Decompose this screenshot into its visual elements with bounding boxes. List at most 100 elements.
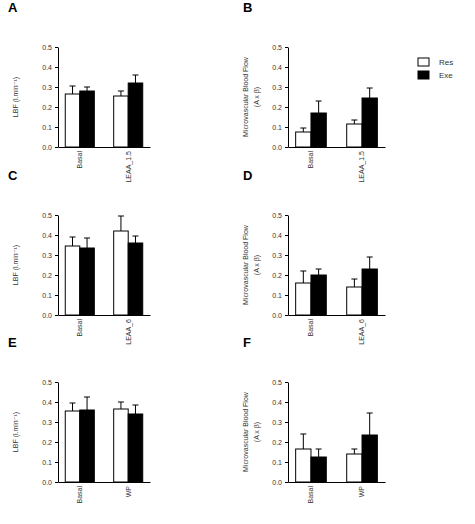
error-bar-cap (351, 279, 357, 280)
y-tick-mark (55, 462, 58, 463)
error-bar-stem (135, 405, 136, 414)
y-tick-mark (285, 482, 288, 483)
error-bar-stem (318, 101, 319, 113)
error-bar (70, 403, 76, 411)
y-tick-mark (285, 402, 288, 403)
error-bar (132, 405, 138, 414)
error-bar (367, 88, 373, 98)
error-bar (84, 87, 90, 91)
error-bar-cap (300, 128, 306, 129)
y-tick-label: 0.4 (272, 232, 282, 239)
bar (362, 435, 377, 482)
y-tick-mark (285, 315, 288, 316)
legend-label: Exe (439, 71, 453, 80)
y-tick-label: 0.0 (272, 312, 282, 319)
error-bar-stem (369, 413, 370, 435)
panel: 0.00.10.20.30.40.5BasalLEAA_1.5Microvasc… (242, 44, 386, 183)
y-tick: 0.4 (42, 232, 58, 239)
error-bar (300, 271, 306, 283)
y-tick-mark (55, 382, 58, 383)
y-tick-mark (285, 255, 288, 256)
x-axis: BasalLEAA_1.5 (59, 147, 151, 183)
x-axis: BasalLEAA_6 (289, 315, 386, 345)
x-tick: Basal (307, 147, 314, 169)
bar (311, 457, 326, 482)
x-tick: LEAA_6 (125, 315, 133, 345)
panel: 0.00.10.20.30.40.5BasalWPMicrovascular B… (242, 379, 386, 504)
bar (114, 96, 129, 147)
x-tick: WP (125, 482, 132, 497)
y-tick-label: 0.5 (272, 379, 282, 386)
y-tick: 0.0 (272, 479, 288, 486)
y-tick-label: 0.4 (42, 232, 52, 239)
y-tick-mark (55, 402, 58, 403)
y-tick-mark (55, 147, 58, 148)
x-axis: Basal LEAA_6 (59, 315, 151, 345)
x-tick-label: Basal (307, 151, 314, 169)
bar (80, 410, 95, 482)
error-bar-cap (300, 271, 306, 272)
x-tick: LEAA_1.5 (358, 147, 366, 183)
y-tick-label: 0.0 (272, 144, 282, 151)
x-tick-label: Basal (76, 319, 83, 337)
y-tick: 0.3 (42, 84, 58, 91)
error-bar-cap (84, 87, 90, 88)
y-tick-mark (55, 295, 58, 296)
x-tick: Basal (76, 482, 83, 504)
x-tick-label: WP (125, 486, 132, 498)
y-tick-label: 0.0 (42, 479, 52, 486)
bar (347, 454, 362, 482)
y-tick-label: 0.1 (272, 292, 282, 299)
y-tick-mark (285, 147, 288, 148)
y-tick-mark (285, 275, 288, 276)
bar (311, 113, 326, 147)
legend: ResExe (418, 58, 453, 80)
x-tick: WP (358, 482, 365, 497)
error-bar-stem (303, 128, 304, 132)
error-bar-cap (84, 397, 90, 398)
y-tick-label: 0.4 (42, 399, 52, 406)
y-axis-title: Microvascular Blood Flow (242, 224, 249, 305)
y-tick-mark (285, 382, 288, 383)
y-tick: 0.1 (272, 459, 288, 466)
y-axis: 0.00.10.20.30.40.5 (272, 212, 288, 319)
x-axis: Basal WP (59, 482, 151, 504)
panel: 0.00.10.20.30.40.5BasalLEAA_6LBF (l.min⁻… (12, 212, 151, 345)
x-axis-line (59, 315, 151, 316)
error-bar (316, 269, 322, 275)
y-tick: 0.3 (42, 419, 58, 426)
x-axis-line (289, 147, 386, 148)
x-tick-label: Basal (76, 151, 83, 169)
y-tick-mark (285, 47, 288, 48)
x-axis-line (289, 482, 386, 483)
x-tick-label: LEAA_6 (125, 319, 133, 345)
x-tick: Basal (307, 482, 314, 504)
bar (65, 94, 80, 147)
error-bar (84, 238, 90, 248)
error-bar (132, 236, 138, 243)
bar (347, 287, 362, 315)
x-tick-label: Basal (307, 486, 314, 504)
y-axis-line (288, 48, 289, 148)
error-bar (367, 413, 373, 435)
y-tick: 0.4 (272, 399, 288, 406)
error-bar-cap (316, 101, 322, 102)
error-bar-cap (118, 402, 124, 403)
plot-area (296, 257, 378, 315)
error-bar-stem (72, 403, 73, 411)
error-bar-cap (70, 237, 76, 238)
y-tick-mark (55, 47, 58, 48)
y-tick: 0.4 (42, 399, 58, 406)
error-bar-cap (351, 449, 357, 450)
y-tick-mark (285, 107, 288, 108)
y-tick-label: 0.1 (42, 292, 52, 299)
panel-label: B (243, 0, 252, 15)
y-tick: 0.2 (42, 439, 58, 446)
y-tick: 0.4 (272, 64, 288, 71)
x-axis: Basal LEAA_1.5 (289, 147, 386, 183)
panel-label: E (8, 335, 17, 350)
y-tick-mark (285, 442, 288, 443)
error-bar (84, 397, 90, 410)
y-tick: 0.0 (272, 312, 288, 319)
x-tick-label: WP (358, 486, 365, 498)
